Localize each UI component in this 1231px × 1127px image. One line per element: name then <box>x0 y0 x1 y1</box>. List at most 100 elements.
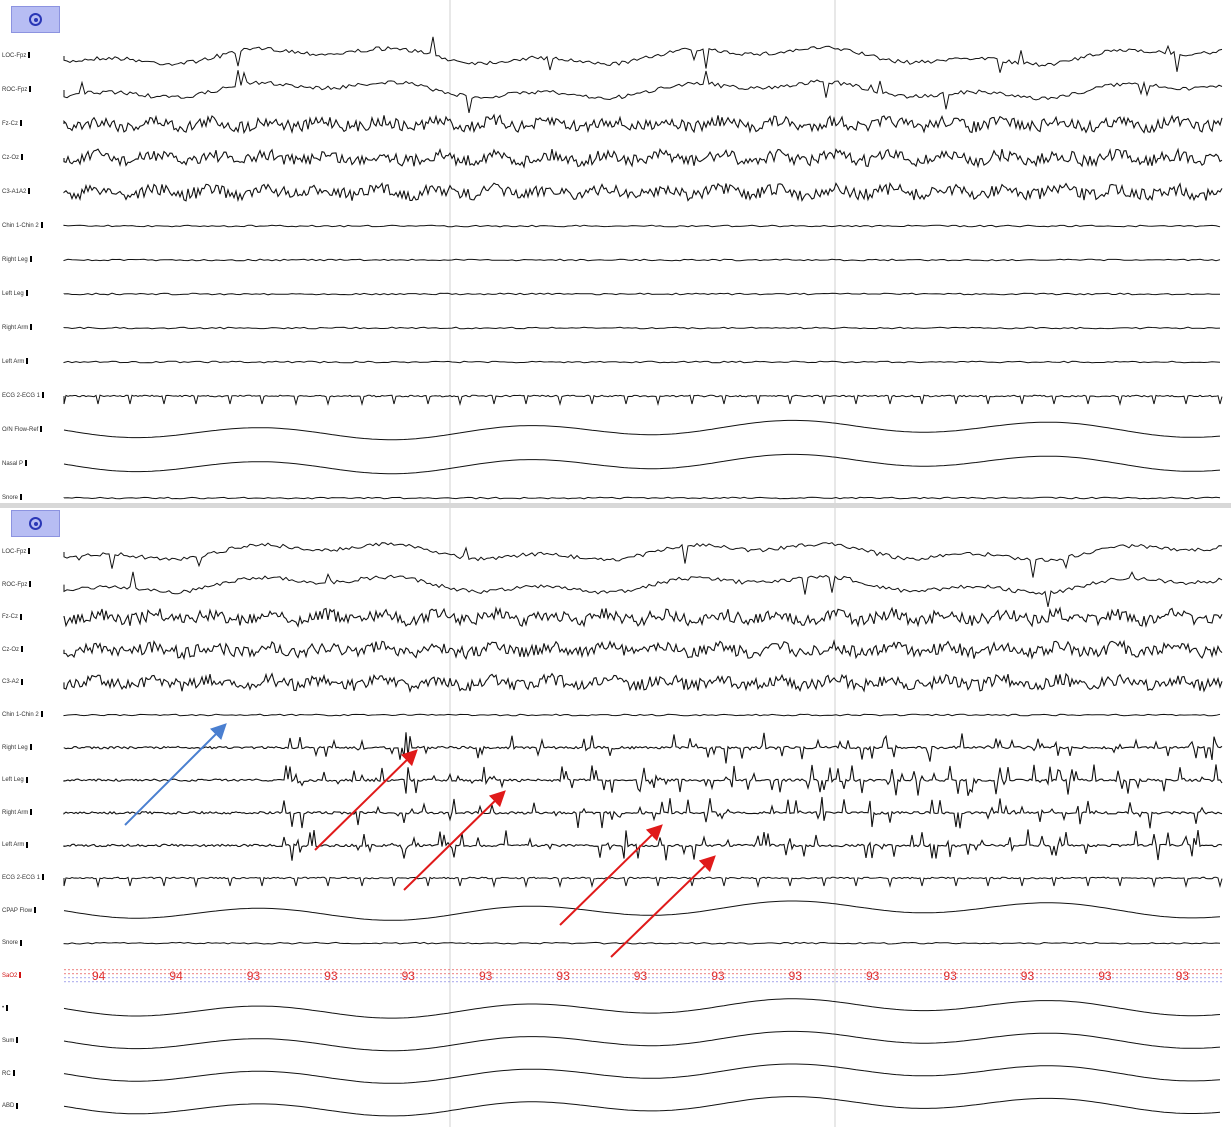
channel-label: Cz-Oz <box>2 154 60 162</box>
channel-marker <box>29 86 32 93</box>
trace-emg <box>63 732 1223 764</box>
channel-label-text: LOC-Fpz <box>2 549 27 555</box>
channel-label: Right Leg <box>2 744 60 752</box>
channel-marker <box>29 744 32 751</box>
trace-resp <box>63 998 1221 1019</box>
trace-emg <box>63 764 1223 796</box>
channel-label: ECG 2-ECG 1 <box>2 874 60 882</box>
panel-button-top[interactable] <box>11 6 60 33</box>
channel-marker <box>16 1037 19 1044</box>
channel-marker <box>21 646 23 653</box>
channel-label: Chin 1-Chin 2 <box>2 222 60 230</box>
trace-eog <box>63 571 1223 607</box>
trace-eeg <box>63 147 1223 169</box>
channel-marker <box>34 907 37 914</box>
channel-label: LOC-Fpz <box>2 548 60 556</box>
channel-label-text: ECG 2-ECG 1 <box>2 875 41 881</box>
trace-resp <box>63 419 1221 441</box>
channel-label-text: Nasal P <box>2 461 24 467</box>
channel-label: Chin 1-Chin 2 <box>2 711 60 719</box>
channel-marker <box>30 809 33 816</box>
channel-marker <box>16 1102 19 1109</box>
channel-label-text: SaO2 <box>2 972 18 979</box>
channel-label: RC <box>2 1070 60 1078</box>
top-panel: LOC-Fpz ROC-Fpz Fz-Cz Cz-Oz C3-A1A2 Chin 1-Ch… <box>0 0 1231 504</box>
trace-eog <box>63 70 1223 114</box>
panel-button-bottom[interactable] <box>11 510 60 537</box>
channel-marker <box>40 426 43 433</box>
channel-marker <box>12 1070 15 1077</box>
trace-resp <box>63 900 1221 921</box>
channel-label-text: Cz-Oz <box>2 155 19 161</box>
channel-marker <box>29 581 32 588</box>
channel-label: ABD <box>2 1102 60 1110</box>
channel-marker <box>25 776 28 783</box>
channel-label: CPAP Flow <box>2 907 60 915</box>
channel-label: SaO2 <box>2 972 60 980</box>
channel-label-text: ROC-Fpz <box>2 581 28 588</box>
channel-marker <box>20 120 22 127</box>
trace-ecg <box>63 876 1223 888</box>
trace-flat <box>63 224 1221 228</box>
trace-flat <box>63 496 1221 500</box>
channel-label: ROC-Fpz <box>2 581 60 589</box>
bottom-panel: 94 94 93 93 93 93 93 93 93 93 93 93 93 93 93 LOC-Fpz RO… <box>0 508 1231 1127</box>
sao2-value: 93 <box>789 969 803 983</box>
channel-label-text: • <box>2 1005 5 1012</box>
channel-label: Left Leg <box>2 290 60 298</box>
channel-label-text: Right Arm <box>2 325 29 331</box>
channel-label-text: LOC-Fpz <box>2 53 27 59</box>
top-channel-labels: LOC-Fpz ROC-Fpz Fz-Cz Cz-Oz C3-A1A2 Chin 1-Ch… <box>0 0 62 504</box>
channel-marker <box>42 392 45 399</box>
trace-resp <box>63 1063 1221 1084</box>
channel-marker <box>40 222 43 229</box>
channel-label: Sum <box>2 1037 60 1045</box>
trace-resp <box>63 453 1221 475</box>
sao2-value: 94 <box>169 969 183 983</box>
trace-resp <box>63 1030 1221 1052</box>
top-traces <box>63 0 1223 504</box>
trace-flat <box>63 258 1221 262</box>
channel-marker <box>28 548 31 555</box>
sao2-value: 93 <box>479 969 493 983</box>
sao2-value: 93 <box>1098 969 1112 983</box>
channel-marker <box>25 290 28 297</box>
channel-label-text: Chin 1-Chin 2 <box>2 712 39 718</box>
channel-label-text: ABD <box>2 1103 15 1110</box>
trace-flat <box>63 326 1221 330</box>
channel-marker <box>26 358 29 365</box>
sao2-value: 93 <box>324 969 338 983</box>
channel-label: Right Leg <box>2 256 60 264</box>
channel-marker <box>42 874 45 881</box>
target-icon <box>29 517 42 530</box>
sao2-value: 93 <box>402 969 416 983</box>
channel-label-text: Left Leg <box>2 291 24 297</box>
sao2-value: 93 <box>634 969 648 983</box>
sao2-value: 93 <box>711 969 725 983</box>
channel-marker <box>30 324 33 331</box>
bottom-channel-labels: LOC-Fpz ROC-Fpz Fz-Cz Cz-Oz C3-A2 Chin 1-Chin… <box>0 508 62 1127</box>
channel-label: Right Arm <box>2 809 60 817</box>
trace-eeg <box>63 181 1223 203</box>
trace-eeg <box>63 672 1223 694</box>
channel-marker <box>26 841 29 848</box>
sao2-value: 93 <box>943 969 957 983</box>
channel-label-text: C3-A1A2 <box>2 189 27 195</box>
channel-label: Cz-Oz <box>2 646 60 654</box>
channel-marker <box>20 939 23 946</box>
channel-label-text: Right Arm <box>2 809 29 816</box>
channel-label: Left Arm <box>2 841 60 849</box>
channel-label: C3-A2 <box>2 678 60 686</box>
trace-eog <box>63 36 1223 73</box>
trace-flat <box>63 941 1221 945</box>
channel-label: Fz-Cz <box>2 120 60 128</box>
channel-label-text: Left Leg <box>2 777 24 784</box>
trace-flat <box>63 713 1221 717</box>
channel-label-text: Sum <box>2 1038 15 1044</box>
trace-eeg <box>63 639 1223 661</box>
channel-marker <box>40 711 43 718</box>
channel-label: ECG 2-ECG 1 <box>2 392 60 400</box>
trace-resp <box>63 1096 1221 1117</box>
channel-label: Snore <box>2 494 60 502</box>
sao2-value: 93 <box>1176 969 1190 983</box>
